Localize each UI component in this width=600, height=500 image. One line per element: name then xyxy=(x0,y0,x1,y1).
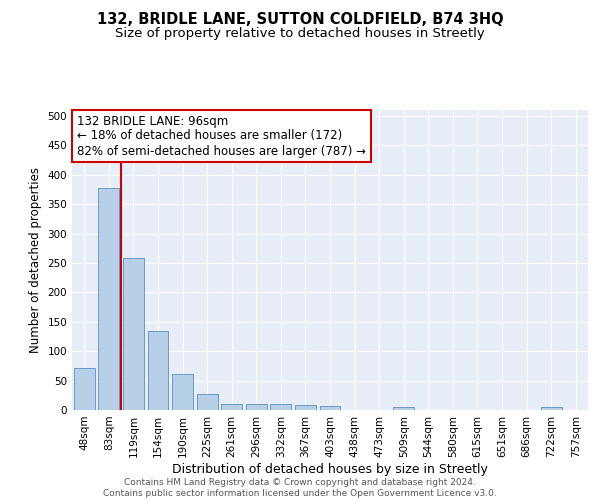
Text: 132, BRIDLE LANE, SUTTON COLDFIELD, B74 3HQ: 132, BRIDLE LANE, SUTTON COLDFIELD, B74 … xyxy=(97,12,503,28)
Bar xyxy=(246,404,267,410)
Bar xyxy=(123,258,144,410)
X-axis label: Distribution of detached houses by size in Streetly: Distribution of detached houses by size … xyxy=(172,462,488,475)
Bar xyxy=(197,394,218,410)
Bar xyxy=(295,406,316,410)
Bar xyxy=(271,404,292,410)
Bar xyxy=(221,404,242,410)
Bar xyxy=(74,368,95,410)
Y-axis label: Number of detached properties: Number of detached properties xyxy=(29,167,42,353)
Bar xyxy=(320,406,340,410)
Bar xyxy=(148,330,169,410)
Text: Size of property relative to detached houses in Streetly: Size of property relative to detached ho… xyxy=(115,28,485,40)
Bar xyxy=(98,188,119,410)
Bar xyxy=(393,407,414,410)
Text: 132 BRIDLE LANE: 96sqm
← 18% of detached houses are smaller (172)
82% of semi-de: 132 BRIDLE LANE: 96sqm ← 18% of detached… xyxy=(77,114,366,158)
Bar xyxy=(541,407,562,410)
Bar xyxy=(172,374,193,410)
Text: Contains HM Land Registry data © Crown copyright and database right 2024.
Contai: Contains HM Land Registry data © Crown c… xyxy=(103,478,497,498)
